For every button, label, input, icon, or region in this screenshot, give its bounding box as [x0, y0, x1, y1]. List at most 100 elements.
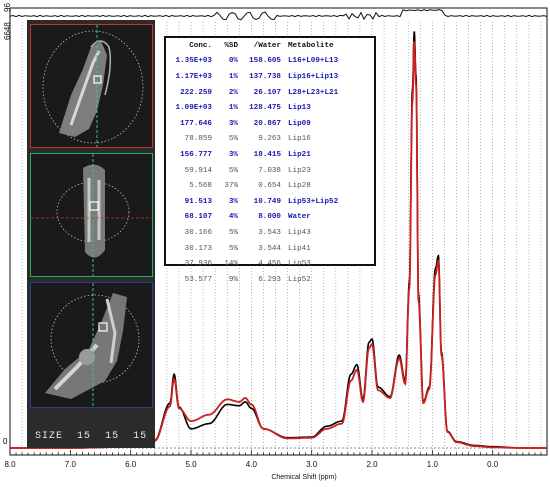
metabolite-results-table: Conc. %SD /Water Metabolite 1.35E+03 0% 15…	[164, 36, 376, 284]
sagittal-view	[30, 24, 153, 148]
x-tick-label: 1.0	[426, 460, 438, 469]
header-water: /Water	[253, 41, 281, 50]
result-sd: 5%	[228, 228, 238, 237]
measured-spectrum	[10, 31, 547, 449]
result-sd: 3%	[228, 119, 238, 128]
result-row: 59.914 5% 7.038 Lip23	[166, 163, 374, 179]
result-conc: 78.859	[184, 135, 212, 144]
result-row: 156.777 3% 18.415 Lip21	[166, 147, 374, 163]
result-name: Lip53	[288, 260, 311, 269]
result-water: 137.738	[249, 72, 281, 81]
result-water: 158.605	[249, 57, 281, 66]
result-conc: 68.107	[184, 213, 212, 222]
result-name: Lip28	[288, 182, 311, 191]
result-conc: 156.777	[180, 150, 212, 159]
voxel-size-readout: SIZE 15 15 15	[35, 431, 147, 442]
x-axis-label: Chemical Shift (ppm)	[271, 474, 337, 481]
result-conc: 37.936	[184, 260, 212, 269]
result-water: 26.107	[253, 88, 281, 97]
results-body: 1.35E+03 0% 158.605 L16+L09+L13 1.17E+03 1% 13…	[166, 54, 374, 288]
voxel-size-x: 15	[77, 431, 92, 442]
voxel-size-y: 15	[105, 431, 120, 442]
result-water: 18.415	[253, 150, 281, 159]
x-tick-label: 3.0	[306, 460, 318, 469]
result-conc: 53.577	[184, 275, 212, 284]
result-sd: 5%	[228, 166, 238, 175]
mri-localizer-panel: SIZE 15 15 15	[27, 20, 155, 448]
header-sd: %SD	[224, 41, 238, 50]
result-sd: 14%	[224, 260, 238, 269]
result-name: Lip13	[288, 104, 311, 113]
result-row: 1.17E+03 1% 137.738 Lip16+Lip13	[166, 69, 374, 85]
result-sd: 9%	[228, 275, 238, 284]
result-name: Lip16	[288, 135, 311, 144]
result-row: 1.35E+03 0% 158.605 L16+L09+L13	[166, 54, 374, 70]
result-sd: 5%	[228, 244, 238, 253]
result-sd: 4%	[228, 213, 238, 222]
x-tick-label: 8.0	[4, 460, 16, 469]
result-row: 53.577 9% 6.293 Lip52	[166, 272, 374, 288]
result-row: 222.259 2% 26.107 L28+L23+L21	[166, 85, 374, 101]
result-name: Lip23	[288, 166, 311, 175]
result-name: L16+L09+L13	[288, 57, 339, 66]
result-name: Lip21	[288, 150, 311, 159]
result-name: Lip41	[288, 244, 311, 253]
voxel-size-label: SIZE	[35, 431, 64, 442]
x-tick-label: 2.0	[366, 460, 378, 469]
result-conc: 91.513	[184, 197, 212, 206]
result-row: 37.936 14% 4.456 Lip53	[166, 256, 374, 272]
results-header-row: Conc. %SD /Water Metabolite	[166, 38, 374, 54]
result-conc: 59.914	[184, 166, 212, 175]
result-sd: 1%	[228, 104, 238, 113]
result-conc: 177.646	[180, 119, 212, 128]
result-row: 5.568 37% 0.654 Lip28	[166, 178, 374, 194]
residual-scale-label: 96	[3, 3, 12, 12]
result-conc: 1.09E+03	[175, 104, 212, 113]
result-name: Lip53+Lip52	[288, 197, 339, 206]
result-row: 78.859 5% 9.263 Lip16	[166, 132, 374, 148]
result-water: 8.000	[258, 213, 281, 222]
result-name: Lip52	[288, 275, 311, 284]
result-sd: 5%	[228, 135, 238, 144]
result-row: 91.513 3% 10.749 Lip53+Lip52	[166, 194, 374, 210]
axial-view	[30, 282, 153, 408]
result-water: 20.867	[253, 119, 281, 128]
result-conc: 30.166	[184, 228, 212, 237]
result-conc: 222.259	[180, 88, 212, 97]
result-sd: 3%	[228, 150, 238, 159]
result-conc: 1.17E+03	[175, 72, 212, 81]
header-metabolite: Metabolite	[288, 41, 334, 50]
result-name: Lip16+Lip13	[288, 72, 339, 81]
result-water: 7.038	[258, 166, 281, 175]
result-row: 177.646 3% 20.867 Lip09	[166, 116, 374, 132]
x-tick-label: 5.0	[185, 460, 197, 469]
coronal-view	[30, 153, 153, 277]
result-water: 128.475	[249, 104, 281, 113]
result-water: 3.543	[258, 228, 281, 237]
result-sd: 0%	[228, 57, 238, 66]
result-sd: 37%	[224, 182, 238, 191]
result-water: 3.544	[258, 244, 281, 253]
y-zero-label: 0	[3, 437, 8, 446]
result-name: Water	[288, 213, 311, 222]
result-row: 1.09E+03 1% 128.475 Lip13	[166, 100, 374, 116]
x-tick-label: 6.0	[125, 460, 137, 469]
voxel-size-z: 15	[133, 431, 148, 442]
result-name: Lip09	[288, 119, 311, 128]
x-tick-label: 4.0	[245, 460, 257, 469]
result-water: 6.293	[258, 275, 281, 284]
result-water: 4.456	[258, 260, 281, 269]
x-tick-label: 0.0	[487, 460, 499, 469]
result-water: 0.654	[258, 182, 281, 191]
result-conc: 1.35E+03	[175, 57, 212, 66]
result-sd: 3%	[228, 197, 238, 206]
result-conc: 5.568	[189, 182, 212, 191]
residual-trace	[9, 9, 548, 21]
result-conc: 30.173	[184, 244, 212, 253]
result-sd: 2%	[228, 88, 238, 97]
result-row: 68.107 4% 8.000 Water	[166, 210, 374, 226]
result-water: 10.749	[253, 197, 281, 206]
result-name: Lip43	[288, 228, 311, 237]
result-name: L28+L23+L21	[288, 88, 339, 97]
